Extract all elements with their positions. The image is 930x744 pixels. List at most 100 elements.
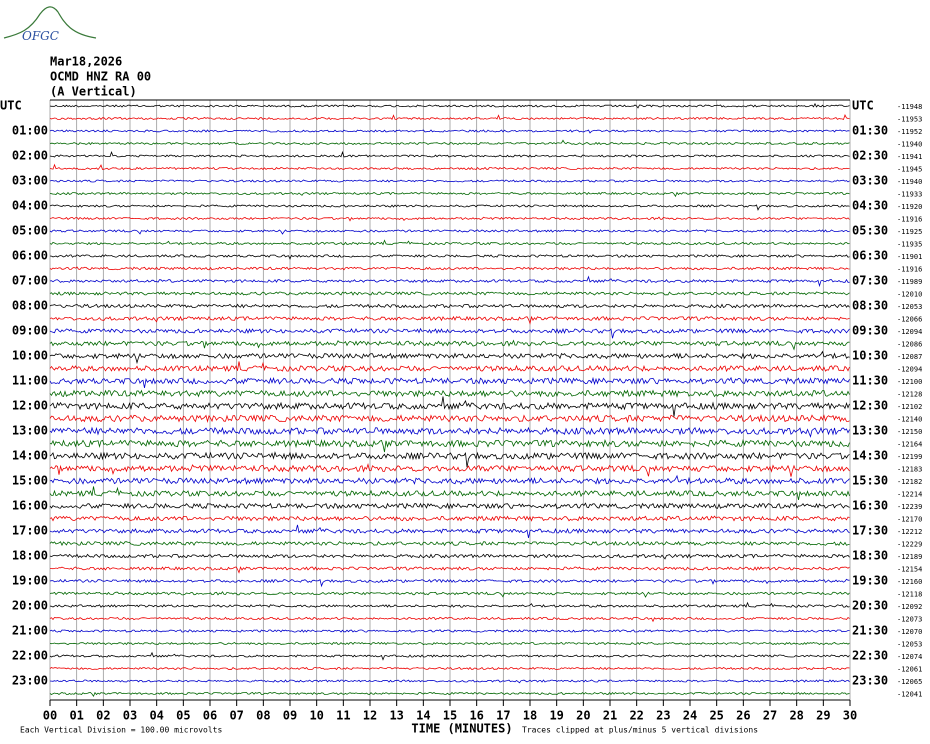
- hour-label: 22:00: [12, 649, 48, 663]
- trace: [49, 291, 850, 296]
- offset-label: -12087: [897, 353, 922, 361]
- logo-text: OFGC: [22, 29, 59, 43]
- x-tick-label: 14: [416, 709, 430, 723]
- trace: [49, 254, 850, 260]
- trace: [49, 524, 850, 538]
- trace: [49, 540, 850, 547]
- x-tick-label: 28: [789, 709, 803, 723]
- trace: [49, 191, 850, 198]
- half-hour-label: 14:30: [852, 449, 888, 463]
- x-tick-label: 07: [229, 709, 243, 723]
- offset-label: -12094: [897, 366, 922, 374]
- trace: [49, 413, 850, 423]
- trace: [49, 691, 850, 698]
- x-tick-label: 23: [656, 709, 670, 723]
- hour-label: 02:00: [12, 149, 48, 163]
- hour-label: 03:00: [12, 174, 48, 188]
- half-hour-label: 08:30: [852, 299, 888, 313]
- half-hour-label: 20:30: [852, 599, 888, 613]
- offset-label: -11941: [897, 153, 922, 161]
- offset-label: -12100: [897, 378, 922, 386]
- hour-label: 11:00: [12, 374, 48, 388]
- offset-label: -12065: [897, 678, 922, 686]
- logo: OFGC: [3, 6, 97, 43]
- offset-label: -11935: [897, 241, 922, 249]
- clip-note: Traces clipped at plus/minus 5 vertical …: [522, 726, 758, 735]
- half-hour-label: 18:30: [852, 549, 888, 563]
- x-tick-label: 04: [149, 709, 163, 723]
- x-tick-label: 05: [176, 709, 190, 723]
- offset-label: -12154: [897, 566, 922, 574]
- trace: [49, 438, 850, 453]
- trace: [49, 591, 850, 598]
- x-tick-label: 06: [203, 709, 217, 723]
- date: Mar18,2026: [50, 55, 122, 69]
- trace: [49, 651, 850, 661]
- trace: [49, 229, 850, 235]
- x-tick-label: 15: [443, 709, 457, 723]
- hour-label: 05:00: [12, 224, 48, 238]
- hour-label: 19:00: [12, 574, 48, 588]
- offset-label: -12160: [897, 578, 922, 586]
- trace: [49, 578, 850, 588]
- offset-label: -12150: [897, 428, 922, 436]
- half-hour-label: 17:30: [852, 524, 888, 538]
- offset-label: -12183: [897, 466, 922, 474]
- offset-label: -11901: [897, 253, 922, 261]
- offset-label: -12128: [897, 391, 922, 399]
- offset-label: -11940: [897, 178, 922, 186]
- trace: [49, 361, 850, 373]
- hour-label: 18:00: [12, 549, 48, 563]
- hour-label: 20:00: [12, 599, 48, 613]
- scale-note: Each Vertical Division = 100.00 microvol…: [20, 726, 222, 735]
- trace: [49, 204, 850, 211]
- hour-label: 08:00: [12, 299, 48, 313]
- trace: [49, 150, 850, 158]
- x-tick-label: 18: [523, 709, 537, 723]
- offset-label: -12182: [897, 478, 922, 486]
- half-hour-label: 13:30: [852, 424, 888, 438]
- half-hour-label: 10:30: [852, 349, 888, 363]
- trace: [49, 396, 850, 417]
- offset-label: -11925: [897, 228, 922, 236]
- trace: [49, 666, 850, 671]
- hour-label: 14:00: [12, 449, 48, 463]
- x-tick-label: 10: [309, 709, 323, 723]
- hour-label: 09:00: [12, 324, 48, 338]
- hour-label: 16:00: [12, 499, 48, 513]
- half-hour-label: 15:30: [852, 474, 888, 488]
- component: (A Vertical): [50, 85, 137, 99]
- offset-label: -11945: [897, 166, 922, 174]
- x-tick-label: 25: [709, 709, 723, 723]
- offset-label: -12189: [897, 553, 922, 561]
- x-tick-label: 27: [763, 709, 777, 723]
- offset-label: -12229: [897, 541, 922, 549]
- trace: [49, 303, 850, 309]
- trace: [49, 679, 850, 684]
- half-hour-label: 12:30: [852, 399, 888, 413]
- trace: [49, 502, 850, 510]
- offset-label: -12092: [897, 603, 922, 611]
- trace: [49, 463, 850, 477]
- half-hour-label: 19:30: [852, 574, 888, 588]
- offset-label: -11953: [897, 116, 922, 124]
- x-tick-label: 13: [389, 709, 403, 723]
- half-hour-label: 02:30: [852, 149, 888, 163]
- trace: [49, 601, 850, 608]
- x-tick-label: 01: [69, 709, 83, 723]
- x-tick-label: 03: [123, 709, 137, 723]
- hour-label: 13:00: [12, 424, 48, 438]
- half-hour-label: 03:30: [852, 174, 888, 188]
- trace: [49, 327, 850, 339]
- hour-label: 15:00: [12, 474, 48, 488]
- half-hour-label: 23:30: [852, 674, 888, 688]
- offset-label: -12140: [897, 416, 922, 424]
- half-hour-label: 16:30: [852, 499, 888, 513]
- half-hour-label: UTC: [852, 99, 874, 113]
- offset-label: -11952: [897, 128, 922, 136]
- half-hour-label: 11:30: [852, 374, 888, 388]
- offset-label: -12239: [897, 503, 922, 511]
- offset-label: -11989: [897, 278, 922, 286]
- x-tick-label: 22: [629, 709, 643, 723]
